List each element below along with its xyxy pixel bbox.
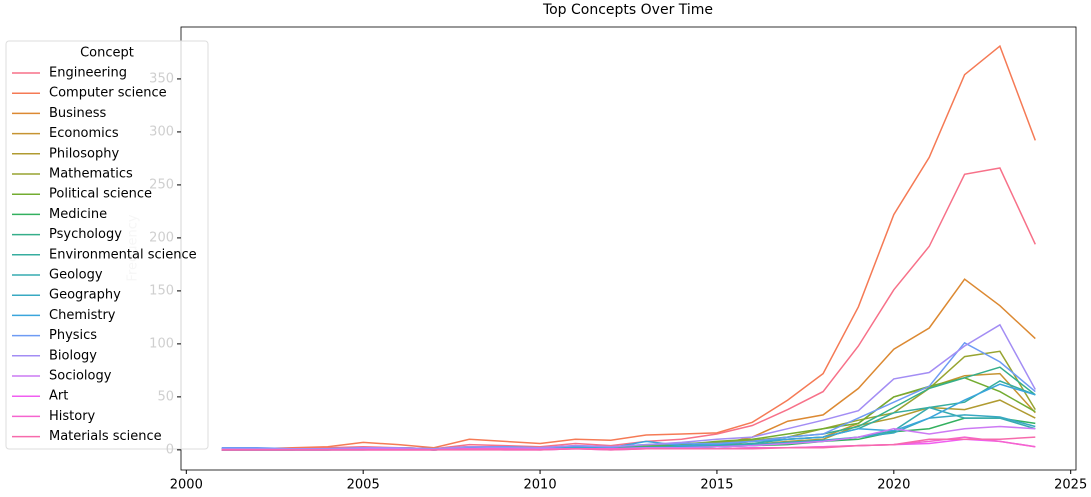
y-tick-label: 50 <box>157 389 174 404</box>
legend-label: Geology <box>49 268 103 283</box>
legend-label: History <box>49 409 96 424</box>
x-tick-label: 2015 <box>700 478 733 493</box>
legend-label: Environmental science <box>49 247 197 262</box>
y-tick-label: 350 <box>149 71 174 86</box>
chart-title: Top Concepts Over Time <box>542 2 713 18</box>
legend-label: Materials science <box>49 429 162 444</box>
x-tick-label: 2005 <box>347 478 380 493</box>
y-tick-label: 150 <box>149 283 174 298</box>
y-tick-label: 0 <box>166 442 174 457</box>
plot-frame <box>180 26 1077 471</box>
series-line <box>221 377 1036 451</box>
legend-label: Philosophy <box>49 146 119 161</box>
y-tick-label: 200 <box>149 230 174 245</box>
x-tick-label: 2010 <box>524 478 557 493</box>
x-tick-label: 2000 <box>170 478 203 493</box>
legend-label: Physics <box>49 328 97 343</box>
series-line <box>221 350 1036 450</box>
series-line <box>221 341 1036 450</box>
x-tick-label: 2025 <box>1054 478 1087 493</box>
series-line <box>221 167 1036 450</box>
series-line <box>221 323 1036 450</box>
legend-label: Medicine <box>49 207 107 222</box>
legend-label: Business <box>49 106 107 121</box>
y-tick-label: 100 <box>149 336 174 351</box>
legend-label: Geography <box>49 288 121 303</box>
legend-label: Computer science <box>49 86 167 101</box>
series-line <box>221 44 1037 450</box>
legend-title: Concept <box>80 46 134 61</box>
legend-box <box>5 40 209 450</box>
y-tick-label: 250 <box>149 177 174 192</box>
legend-label: Sociology <box>49 369 112 384</box>
legend-label: Political science <box>49 187 152 202</box>
legend-label: Mathematics <box>49 167 133 182</box>
series-line <box>221 436 1036 451</box>
x-tick-label: 2020 <box>877 478 910 493</box>
legend-label: Economics <box>49 126 119 141</box>
lines <box>221 44 1037 451</box>
legend-label: Engineering <box>49 66 127 81</box>
legend-label: Chemistry <box>49 308 116 323</box>
legend-label: Psychology <box>49 227 122 242</box>
y-tick-label: 300 <box>149 124 174 139</box>
legend-label: Biology <box>49 348 97 363</box>
legend-label: Art <box>49 389 68 404</box>
